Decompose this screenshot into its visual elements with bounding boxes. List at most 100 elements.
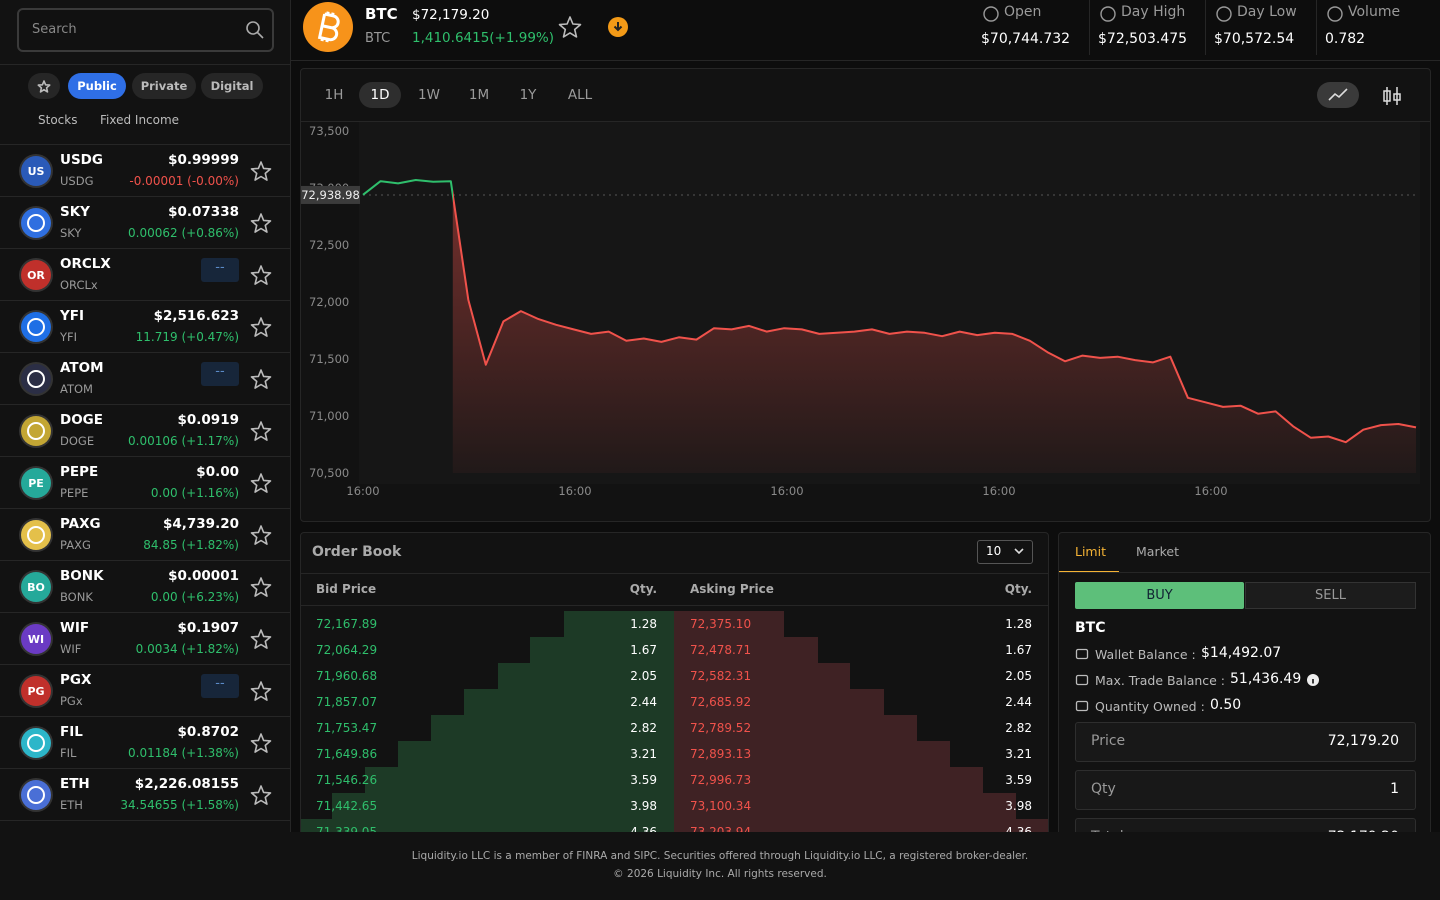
asset-tab[interactable]: Public	[68, 73, 126, 99]
candle-icon	[1383, 87, 1401, 105]
asset-icon: OR	[19, 258, 53, 292]
x-tick-label: 16:00	[770, 484, 803, 498]
favorite-star[interactable]	[249, 367, 273, 391]
bid-depth-bar	[530, 637, 674, 663]
asset-row[interactable]: US USDG USDG $0.99999 -0.00001 (-0.00%)	[0, 145, 290, 197]
asset-row[interactable]: OR ORCLX ORCLx --	[0, 249, 290, 301]
favorite-star[interactable]	[249, 419, 273, 443]
input-field[interactable]: Price 72,179.20	[1075, 722, 1416, 762]
timeframe-tab[interactable]: 1M	[468, 87, 490, 103]
timeframe-tab[interactable]: 1Y	[519, 87, 537, 103]
ask-qty: 3.21	[1005, 747, 1032, 761]
asset-price: $0.1907	[177, 620, 240, 636]
asset-row[interactable]: WI WIF WIF $0.1907 0.0034 (+1.82%)	[0, 613, 290, 665]
asset-row[interactable]: FIL FIL $0.8702 0.01184 (+1.38%)	[0, 717, 290, 769]
ticker-name: BTC	[365, 31, 391, 46]
search-box[interactable]: Search	[17, 8, 274, 52]
column-header: Qty.	[1004, 582, 1032, 596]
favorite-star[interactable]	[249, 471, 273, 495]
asset-row[interactable]: PE PEPE PEPE $0.00 0.00 (+1.16%)	[0, 457, 290, 509]
favorite-star[interactable]	[249, 679, 273, 703]
input-field[interactable]: Qty 1	[1075, 770, 1416, 810]
chart-panel: 1H 1D 1W 1M 1Y ALL 70,500 71,000 71,500 72,000 72,…	[300, 68, 1431, 522]
asset-row[interactable]: PG PGX PGx --	[0, 665, 290, 717]
asset-row[interactable]: BO BONK BONK $0.00001 0.00 (+6.23%)	[0, 561, 290, 613]
sell-button[interactable]: SELL	[1245, 582, 1416, 609]
asset-symbol: WIF	[60, 620, 90, 636]
footer-text: Liquidity.io LLC is a member of FINRA an…	[411, 850, 1029, 862]
favorite-star[interactable]	[249, 783, 273, 807]
bid-depth-bar	[397, 741, 674, 767]
favorite-star[interactable]	[249, 731, 273, 755]
favorite-star[interactable]	[249, 523, 273, 547]
y-tick-label: 70,500	[309, 466, 349, 480]
asset-row[interactable]: SKY SKY $0.07338 0.00062 (+0.86%)	[0, 197, 290, 249]
depth-select[interactable]: 10	[977, 540, 1033, 564]
buy-button[interactable]: BUY	[1075, 582, 1244, 609]
asset-symbol: PAXG	[60, 516, 101, 532]
favorite-star[interactable]	[249, 315, 273, 339]
timeframe-tab[interactable]: 1W	[418, 87, 440, 103]
asset-row[interactable]: YFI YFI $2,516.623 11.719 (+0.47%)	[0, 301, 290, 353]
asset-symbol: ORCLX	[60, 256, 111, 272]
timeframe-tab[interactable]: ALL	[567, 87, 593, 103]
icon-logo	[27, 734, 45, 752]
asset-tab[interactable]: Private	[132, 73, 196, 99]
asset-name: USDG	[60, 174, 94, 188]
timeframe-tab[interactable]: 1D	[359, 82, 401, 108]
stat-divider	[1089, 0, 1090, 55]
stat-label: Volume	[1348, 4, 1401, 20]
price-chart: 70,50071,00071,50072,00072,50073,00073,5…	[301, 122, 1420, 498]
asset-category[interactable]: Fixed Income	[100, 113, 180, 127]
star-icon	[250, 733, 272, 753]
icon-logo	[27, 786, 45, 804]
icon-circle	[21, 416, 51, 446]
timeframe-tab[interactable]: 1H	[324, 87, 344, 103]
asset-symbol: FIL	[60, 724, 83, 740]
icon-circle	[21, 364, 51, 394]
asset-row[interactable]: ETH ETH $2,226.08155 34.54655 (+1.58%)	[0, 769, 290, 821]
asset-price: --	[201, 258, 239, 282]
favorite-star[interactable]	[249, 627, 273, 651]
favorite-star[interactable]	[249, 575, 273, 599]
x-tick-label: 16:00	[346, 484, 379, 498]
asset-symbol: SKY	[60, 204, 90, 220]
asset-row[interactable]: ATOM ATOM --	[0, 353, 290, 405]
favorite-star[interactable]	[557, 14, 583, 40]
ask-qty: 1.28	[1005, 617, 1032, 631]
asset-row[interactable]: PAXG PAXG $4,739.20 84.85 (+1.82%)	[0, 509, 290, 561]
ask-qty: 3.59	[1005, 773, 1032, 787]
asset-tab[interactable]: Digital	[201, 73, 263, 99]
reference-label: 72,938.98	[301, 188, 360, 202]
order-type-tab[interactable]: Market	[1136, 544, 1179, 559]
favorite-star[interactable]	[249, 159, 273, 183]
ask-qty: 2.44	[1005, 695, 1032, 709]
candle-chart-button[interactable]	[1382, 86, 1402, 106]
asset-icon	[19, 518, 53, 552]
favorite-star[interactable]	[249, 263, 273, 287]
order-type-tab[interactable]: Limit	[1075, 544, 1106, 559]
line-chart-button[interactable]	[1317, 82, 1359, 108]
asset-row[interactable]: DOGE DOGE $0.0919 0.00106 (+1.17%)	[0, 405, 290, 457]
asset-name: BONK	[60, 590, 93, 604]
icon-text: OR	[27, 269, 45, 282]
icon-logo	[27, 526, 45, 544]
asset-price: $0.00001	[168, 568, 239, 584]
ask-qty: 3.98	[1005, 799, 1032, 813]
asset-category[interactable]: Stocks	[38, 113, 78, 127]
bid-qty: 3.21	[630, 747, 657, 761]
icon-circle	[21, 572, 51, 602]
favorite-star[interactable]	[36, 78, 52, 94]
divider	[0, 64, 290, 65]
icon-logo	[27, 214, 45, 232]
download-button[interactable]	[607, 16, 629, 38]
asset-symbol: BONK	[60, 568, 104, 584]
footer: Liquidity.io LLC is a member of FINRA an…	[0, 832, 1440, 900]
divider	[0, 144, 290, 145]
favorite-star[interactable]	[249, 211, 273, 235]
asset-change: 0.00062 (+0.86%)	[128, 226, 239, 240]
asset-name: PEPE	[60, 486, 89, 500]
favorites-tab[interactable]	[28, 73, 60, 99]
